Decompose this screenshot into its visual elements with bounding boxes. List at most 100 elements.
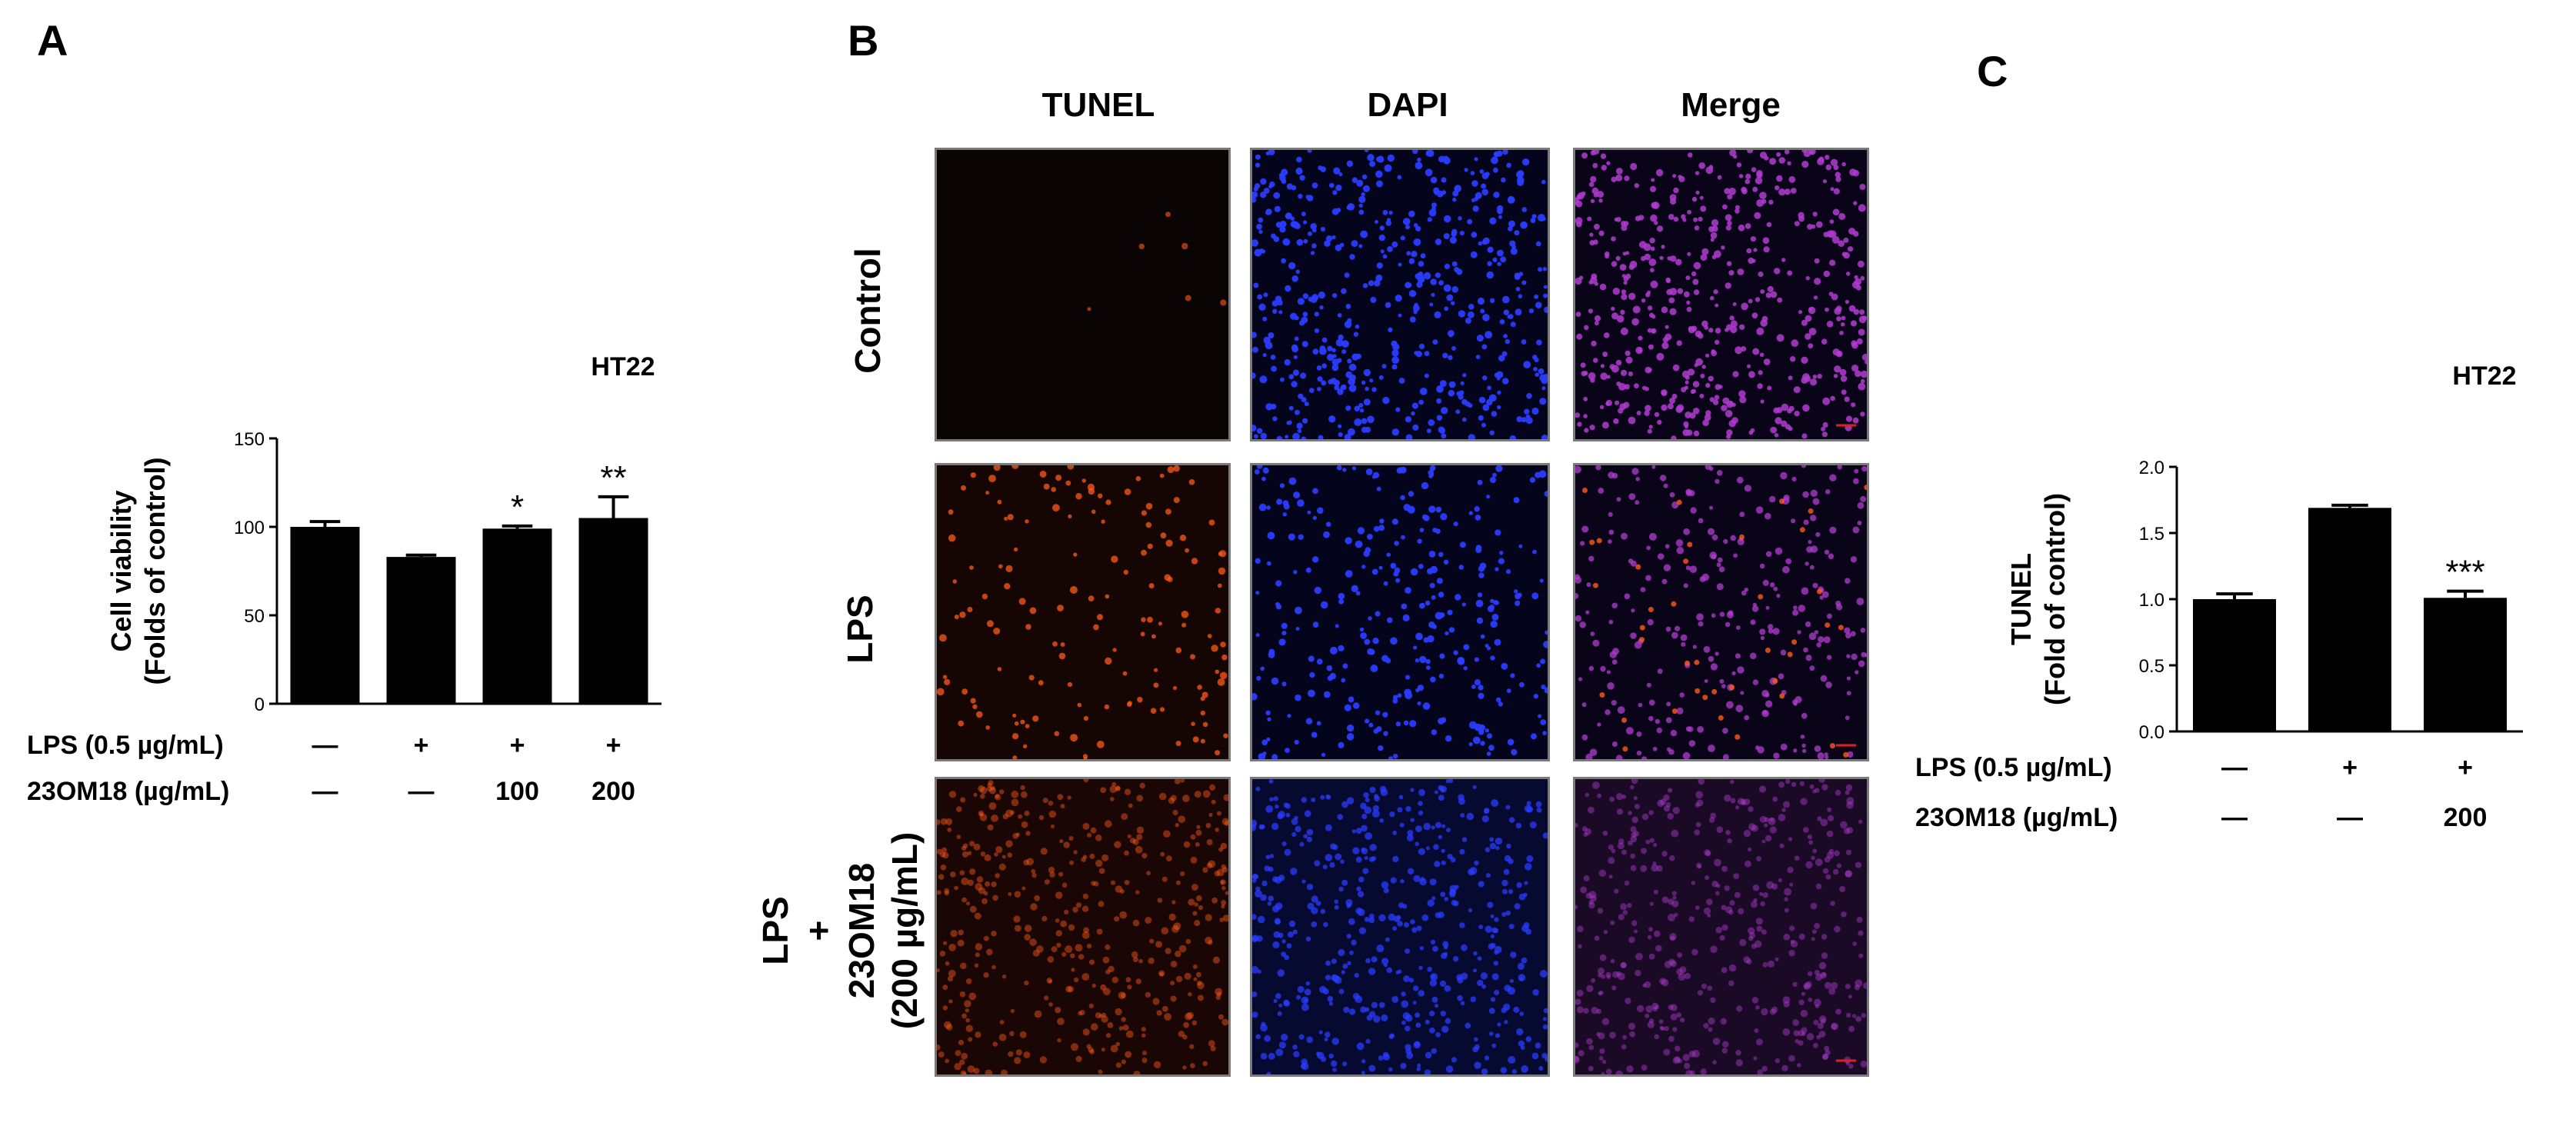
cell-nucleus xyxy=(1271,677,1279,685)
cell-nucleus xyxy=(1468,908,1473,913)
cell-nucleus xyxy=(1517,592,1522,598)
cell-nucleus xyxy=(1715,384,1721,390)
cell-nucleus xyxy=(1431,595,1436,600)
cell-nucleus xyxy=(1822,1053,1829,1060)
cell-nucleus xyxy=(1048,801,1054,806)
cell-nucleus xyxy=(1724,885,1730,891)
cell-nucleus xyxy=(1539,398,1547,405)
cell-nucleus xyxy=(1376,486,1381,491)
cell-nucleus xyxy=(1521,207,1527,212)
cell-nucleus xyxy=(1334,904,1339,910)
cell-nucleus xyxy=(944,678,951,685)
cell-nucleus xyxy=(1323,921,1328,928)
cell-nucleus xyxy=(1645,405,1651,411)
cell-nucleus xyxy=(1060,804,1065,809)
cell-nucleus xyxy=(1820,818,1828,827)
cell-nucleus xyxy=(1541,1052,1548,1059)
cell-nucleus xyxy=(1348,385,1357,392)
cell-nucleus xyxy=(1024,924,1032,932)
cell-nucleus xyxy=(1864,653,1867,658)
cell-nucleus xyxy=(1272,308,1278,314)
cell-nucleus xyxy=(1347,961,1351,966)
cell-nucleus xyxy=(1534,357,1539,362)
cell-nucleus xyxy=(1686,300,1691,305)
cell-nucleus xyxy=(1065,945,1073,954)
cell-nucleus xyxy=(1068,924,1075,931)
cell-nucleus xyxy=(1647,1021,1655,1028)
cell-nucleus xyxy=(1776,594,1781,598)
cell-nucleus xyxy=(1269,181,1275,188)
cell-nucleus xyxy=(1602,351,1608,358)
cell-nucleus xyxy=(1696,799,1704,807)
cell-nucleus xyxy=(1259,248,1265,254)
cell-nucleus xyxy=(1651,1002,1658,1010)
cell-nucleus xyxy=(1355,828,1362,835)
cell-nucleus xyxy=(1445,631,1449,636)
cell-nucleus xyxy=(1096,928,1103,935)
apoptotic-cell xyxy=(1758,594,1764,600)
cell-nucleus xyxy=(1821,591,1829,598)
cell-nucleus xyxy=(1652,861,1657,865)
cell-nucleus xyxy=(1365,426,1371,433)
cell-nucleus xyxy=(1507,738,1515,746)
cell-nucleus xyxy=(1429,472,1435,477)
cell-nucleus xyxy=(1440,1011,1446,1017)
cell-nucleus xyxy=(1030,903,1038,911)
cell-nucleus xyxy=(937,688,945,696)
cell-nucleus xyxy=(1347,358,1352,364)
cell-nucleus xyxy=(967,1065,975,1073)
cell-nucleus xyxy=(1826,830,1834,838)
cell-nucleus xyxy=(1672,895,1677,900)
cell-nucleus xyxy=(1260,1024,1268,1032)
micrograph-lps-23om18-merge xyxy=(1573,777,1869,1077)
cell-nucleus xyxy=(1407,505,1415,514)
cell-nucleus xyxy=(1607,682,1615,690)
cell-nucleus xyxy=(1379,225,1385,231)
cell-nucleus xyxy=(1808,150,1816,155)
cell-nucleus xyxy=(1488,394,1497,402)
cell-nucleus xyxy=(1722,1041,1729,1048)
cell-nucleus xyxy=(1168,913,1176,921)
cell-nucleus xyxy=(1263,188,1270,194)
cell-nucleus xyxy=(1803,519,1809,525)
cell-nucleus xyxy=(1588,900,1594,904)
cell-nucleus xyxy=(1601,165,1607,171)
cell-nucleus xyxy=(999,789,1005,795)
cell-nucleus xyxy=(1405,806,1411,812)
cell-nucleus xyxy=(983,972,989,978)
cell-nucleus xyxy=(1692,278,1699,285)
cell-nucleus xyxy=(1354,405,1361,411)
cell-nucleus xyxy=(1180,871,1185,877)
bar xyxy=(2193,599,2276,731)
cell-nucleus xyxy=(1218,847,1224,852)
cell-nucleus xyxy=(1408,258,1415,265)
cell-nucleus xyxy=(1636,751,1642,756)
cell-nucleus xyxy=(1524,805,1532,813)
cell-nucleus xyxy=(1349,950,1354,955)
cell-nucleus xyxy=(1715,891,1720,895)
cell-nucleus xyxy=(1481,344,1488,350)
cell-nucleus xyxy=(1658,1019,1664,1024)
cell-nucleus xyxy=(1068,986,1074,993)
cell-nucleus xyxy=(1771,1006,1778,1013)
cell-nucleus xyxy=(1825,681,1832,688)
cell-nucleus xyxy=(1010,810,1015,815)
cell-nucleus xyxy=(1620,327,1628,335)
cell-nucleus xyxy=(1308,231,1312,236)
cell-nucleus xyxy=(1630,835,1638,843)
cell-nucleus xyxy=(1645,1013,1650,1018)
significance-marker: ** xyxy=(600,459,626,497)
cell-nucleus xyxy=(1335,185,1342,192)
cell-nucleus xyxy=(1400,495,1405,501)
cell-nucleus xyxy=(1185,1012,1192,1021)
cell-nucleus xyxy=(1634,383,1639,388)
cell-nucleus xyxy=(1285,285,1291,292)
cell-nucleus xyxy=(1271,365,1277,372)
cell-nucleus xyxy=(1860,1060,1867,1068)
cell-nucleus xyxy=(1669,935,1675,941)
cell-nucleus xyxy=(1301,879,1306,884)
cell-nucleus xyxy=(1470,171,1475,175)
cell-nucleus xyxy=(1096,741,1105,748)
cell-nucleus xyxy=(1501,177,1506,183)
cell-nucleus xyxy=(1674,912,1678,917)
